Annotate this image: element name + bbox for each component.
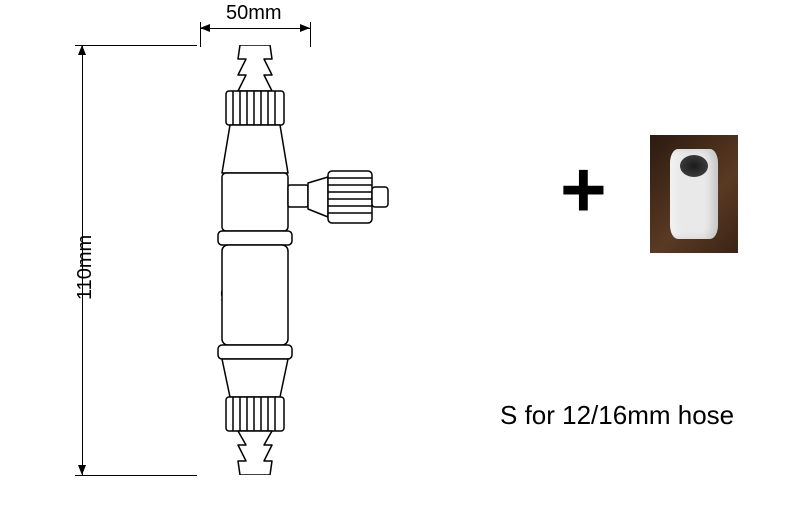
tube-bore (680, 155, 708, 177)
caption-text: S for 12/16mm hose (500, 400, 734, 431)
left-ext-bottom (75, 475, 197, 476)
top-dim-line (200, 28, 310, 29)
top-dim-label: 50mm (226, 2, 282, 25)
stage: 50mm 110mm Ø28mm (0, 0, 800, 511)
left-ext-top (75, 45, 197, 46)
left-arrow-up (78, 45, 86, 55)
left-dim-label: 110mm (74, 235, 97, 300)
left-arrow-down (78, 465, 86, 475)
component-drawing (200, 45, 460, 475)
top-arrow-left (200, 24, 210, 32)
accessory-photo (650, 135, 738, 253)
plus-icon: + (560, 150, 607, 230)
top-arrow-right (300, 24, 310, 32)
top-ext-right (310, 22, 311, 47)
ceramic-tube (670, 149, 718, 239)
